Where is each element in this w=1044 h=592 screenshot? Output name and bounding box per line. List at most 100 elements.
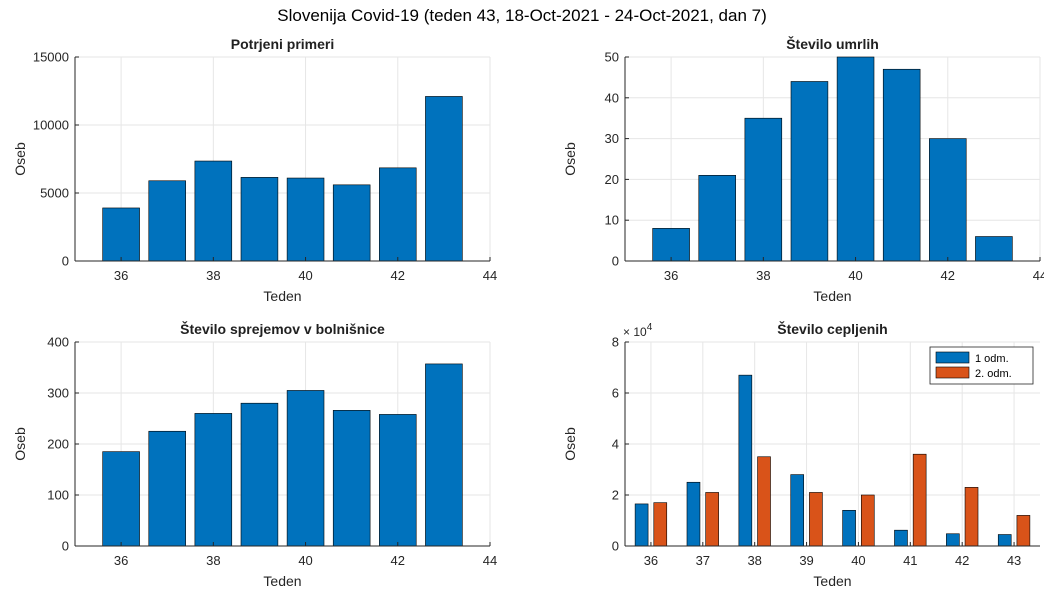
x-tick-label: 38: [747, 553, 761, 568]
figure-title: Slovenija Covid-19 (teden 43, 18-Oct-202…: [277, 6, 767, 25]
bar-dose2: [964, 487, 979, 547]
y-tick-label: 300: [47, 386, 69, 401]
bar: [379, 414, 417, 547]
bar-dose1: [790, 474, 805, 547]
bar: [194, 413, 233, 547]
x-axis-label: Teden: [813, 288, 851, 304]
x-tick-label: 36: [114, 268, 128, 283]
x-tick-label: 37: [696, 553, 710, 568]
y-axis-label: Oseb: [12, 142, 28, 176]
x-tick-label: 42: [391, 553, 405, 568]
x-axis-label: Teden: [263, 288, 301, 304]
bar-dose1: [894, 529, 908, 547]
legend-label-dose2: 2. odm.: [975, 368, 1012, 380]
bar-dose2: [912, 453, 927, 547]
bar-dose2: [757, 456, 771, 547]
bar-dose2: [705, 492, 719, 547]
y-tick-label: 0: [612, 539, 619, 554]
bar: [698, 175, 736, 262]
x-tick-label: 36: [644, 553, 658, 568]
legend: 1 odm. 2. odm.: [929, 346, 1034, 385]
plot-area: [625, 57, 1040, 261]
x-tick-label: 40: [298, 268, 312, 283]
x-tick-label: 44: [1033, 268, 1044, 283]
y-tick-label: 200: [47, 437, 69, 452]
y-tick-label: 20: [605, 172, 619, 187]
y-tick-label: 0: [612, 254, 619, 269]
panel-title: Število sprejemov v bolnišnice: [180, 320, 385, 337]
y-tick-label: 0: [62, 539, 69, 554]
bar: [379, 167, 417, 262]
bar: [975, 236, 1013, 262]
bar-dose1: [634, 503, 649, 547]
bar-dose1: [946, 533, 960, 547]
bar-dose1: [997, 534, 1012, 547]
x-tick-label: 42: [955, 553, 969, 568]
bar: [332, 410, 371, 547]
x-tick-label: 41: [903, 553, 917, 568]
x-tick-label: 38: [206, 553, 220, 568]
y-exponent-base: × 10: [623, 325, 647, 339]
bar: [102, 207, 140, 262]
y-axis-label: Oseb: [562, 142, 578, 176]
y-axis-label: Oseb: [12, 427, 28, 461]
y-tick-label: 6: [612, 386, 619, 401]
panel-hospital-admissions: 0 100 200 300 400 36 38 40 42 44 Število sprejemov…: [12, 320, 497, 589]
bar: [652, 228, 690, 262]
y-tick-label: 400: [47, 335, 69, 350]
panel-deaths: 0 10 20 30 40 50 36 38 40 42 44 Število umrlih Teden…: [562, 35, 1044, 304]
y-exponent-power: 4: [647, 322, 653, 333]
bar: [836, 56, 875, 262]
plot-area: [75, 57, 490, 261]
bar: [425, 96, 463, 262]
y-tick-label: 5000: [40, 186, 69, 201]
x-tick-label: 44: [483, 553, 497, 568]
y-axis-label: Oseb: [562, 427, 578, 461]
x-tick-label: 40: [298, 553, 312, 568]
bar: [929, 138, 967, 262]
bar: [148, 180, 186, 262]
bar-dose2: [653, 502, 668, 547]
y-tick-label: 0: [62, 254, 69, 269]
bar-dose2: [860, 494, 875, 547]
y-tick-label: 100: [47, 488, 69, 503]
bar: [102, 451, 140, 547]
y-tick-label: 30: [605, 131, 619, 146]
bar: [882, 68, 921, 262]
bar: [240, 402, 279, 547]
x-axis-label: Teden: [263, 573, 301, 589]
y-tick-label: 15000: [33, 50, 69, 65]
y-tick-label: 50: [605, 50, 619, 65]
bar: [425, 363, 463, 547]
bar: [240, 177, 279, 262]
panel-confirmed-cases: 0 5000 10000 15000 36 38 40 42 44 Potrjeni primer…: [12, 36, 497, 304]
legend-label-dose1: 1 odm.: [975, 353, 1009, 365]
panel-title: Število cepljenih: [777, 320, 887, 337]
y-tick-label: 4: [612, 437, 619, 452]
bar-dose1: [842, 509, 856, 547]
panel-title: Število umrlih: [786, 35, 879, 52]
y-tick-label: 8: [612, 335, 619, 350]
x-tick-label: 36: [664, 268, 678, 283]
panel-title: Potrjeni primeri: [231, 36, 334, 52]
bar-dose1: [738, 374, 753, 547]
x-tick-label: 42: [391, 268, 405, 283]
x-tick-label: 38: [756, 268, 770, 283]
bar: [744, 117, 783, 262]
x-tick-label: 40: [848, 268, 862, 283]
x-tick-label: 42: [941, 268, 955, 283]
bar: [194, 160, 233, 262]
bar: [286, 390, 325, 547]
bar: [332, 184, 371, 262]
y-exponent-label: × 104: [623, 322, 653, 339]
legend-swatch-dose1: [935, 351, 970, 364]
x-tick-label: 40: [851, 553, 865, 568]
x-tick-label: 39: [799, 553, 813, 568]
bar-dose1: [686, 481, 701, 547]
x-axis-label: Teden: [813, 573, 851, 589]
x-tick-label: 44: [483, 268, 497, 283]
bar-dose2: [809, 492, 823, 547]
y-tick-label: 2: [612, 488, 619, 503]
bar: [148, 430, 186, 547]
